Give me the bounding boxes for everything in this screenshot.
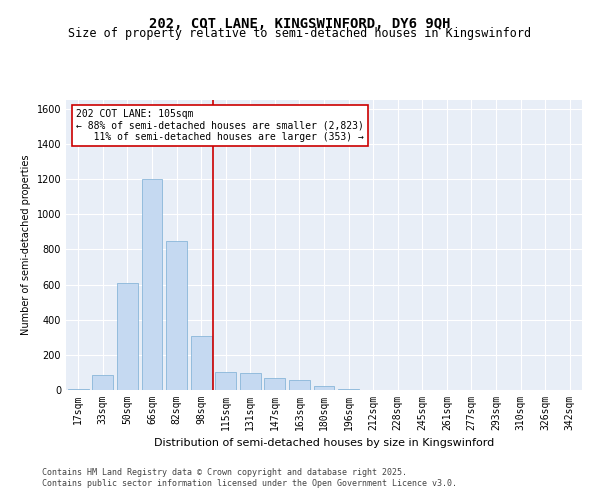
Bar [215, 372, 236, 390]
Bar [289, 380, 310, 390]
Bar [314, 386, 334, 390]
Text: Size of property relative to semi-detached houses in Kingswinford: Size of property relative to semi-detach… [68, 28, 532, 40]
Bar [92, 375, 113, 390]
Bar [265, 378, 286, 390]
Bar [68, 389, 89, 390]
Bar [338, 389, 359, 390]
Text: 202, COT LANE, KINGSWINFORD, DY6 9QH: 202, COT LANE, KINGSWINFORD, DY6 9QH [149, 18, 451, 32]
Bar [142, 179, 163, 390]
Bar [191, 336, 212, 390]
Bar [240, 374, 261, 390]
X-axis label: Distribution of semi-detached houses by size in Kingswinford: Distribution of semi-detached houses by … [154, 438, 494, 448]
Bar [166, 242, 187, 390]
Text: Contains HM Land Registry data © Crown copyright and database right 2025.
Contai: Contains HM Land Registry data © Crown c… [42, 468, 457, 487]
Text: 202 COT LANE: 105sqm
← 88% of semi-detached houses are smaller (2,823)
   11% of: 202 COT LANE: 105sqm ← 88% of semi-detac… [76, 108, 364, 142]
Bar [117, 283, 138, 390]
Y-axis label: Number of semi-detached properties: Number of semi-detached properties [21, 155, 31, 336]
